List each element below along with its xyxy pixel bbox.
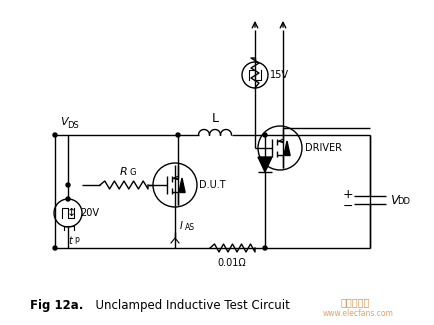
Text: D.U.T: D.U.T [199, 180, 226, 190]
Text: I: I [180, 221, 183, 231]
Circle shape [263, 246, 267, 250]
Circle shape [66, 183, 70, 187]
Circle shape [53, 133, 57, 137]
Text: V: V [390, 193, 398, 206]
Circle shape [176, 133, 180, 137]
Text: +: + [343, 188, 353, 201]
Text: ↕: ↕ [66, 208, 76, 218]
Text: DRIVER: DRIVER [305, 143, 342, 153]
Text: R: R [120, 167, 128, 177]
Polygon shape [258, 157, 272, 172]
Text: DD: DD [397, 198, 410, 206]
Text: 电子发烧友: 电子发烧友 [340, 297, 370, 307]
Text: t: t [68, 236, 72, 246]
Text: 20V: 20V [80, 208, 99, 218]
Text: L: L [211, 112, 218, 125]
Circle shape [53, 246, 57, 250]
Text: www.elecfans.com: www.elecfans.com [322, 308, 394, 318]
Text: 0.01Ω: 0.01Ω [217, 258, 247, 268]
Text: −: − [343, 200, 353, 213]
Circle shape [66, 197, 70, 201]
Text: V: V [60, 117, 68, 127]
Text: G: G [129, 168, 135, 177]
Text: DS: DS [67, 121, 79, 130]
Text: Fig 12a.: Fig 12a. [30, 298, 83, 311]
Text: Unclamped Inductive Test Circuit: Unclamped Inductive Test Circuit [88, 298, 290, 311]
Text: p: p [74, 235, 79, 244]
Text: 15V: 15V [270, 70, 289, 80]
Polygon shape [179, 178, 185, 192]
Text: AS: AS [185, 224, 195, 232]
Polygon shape [284, 141, 290, 155]
Circle shape [263, 133, 267, 137]
